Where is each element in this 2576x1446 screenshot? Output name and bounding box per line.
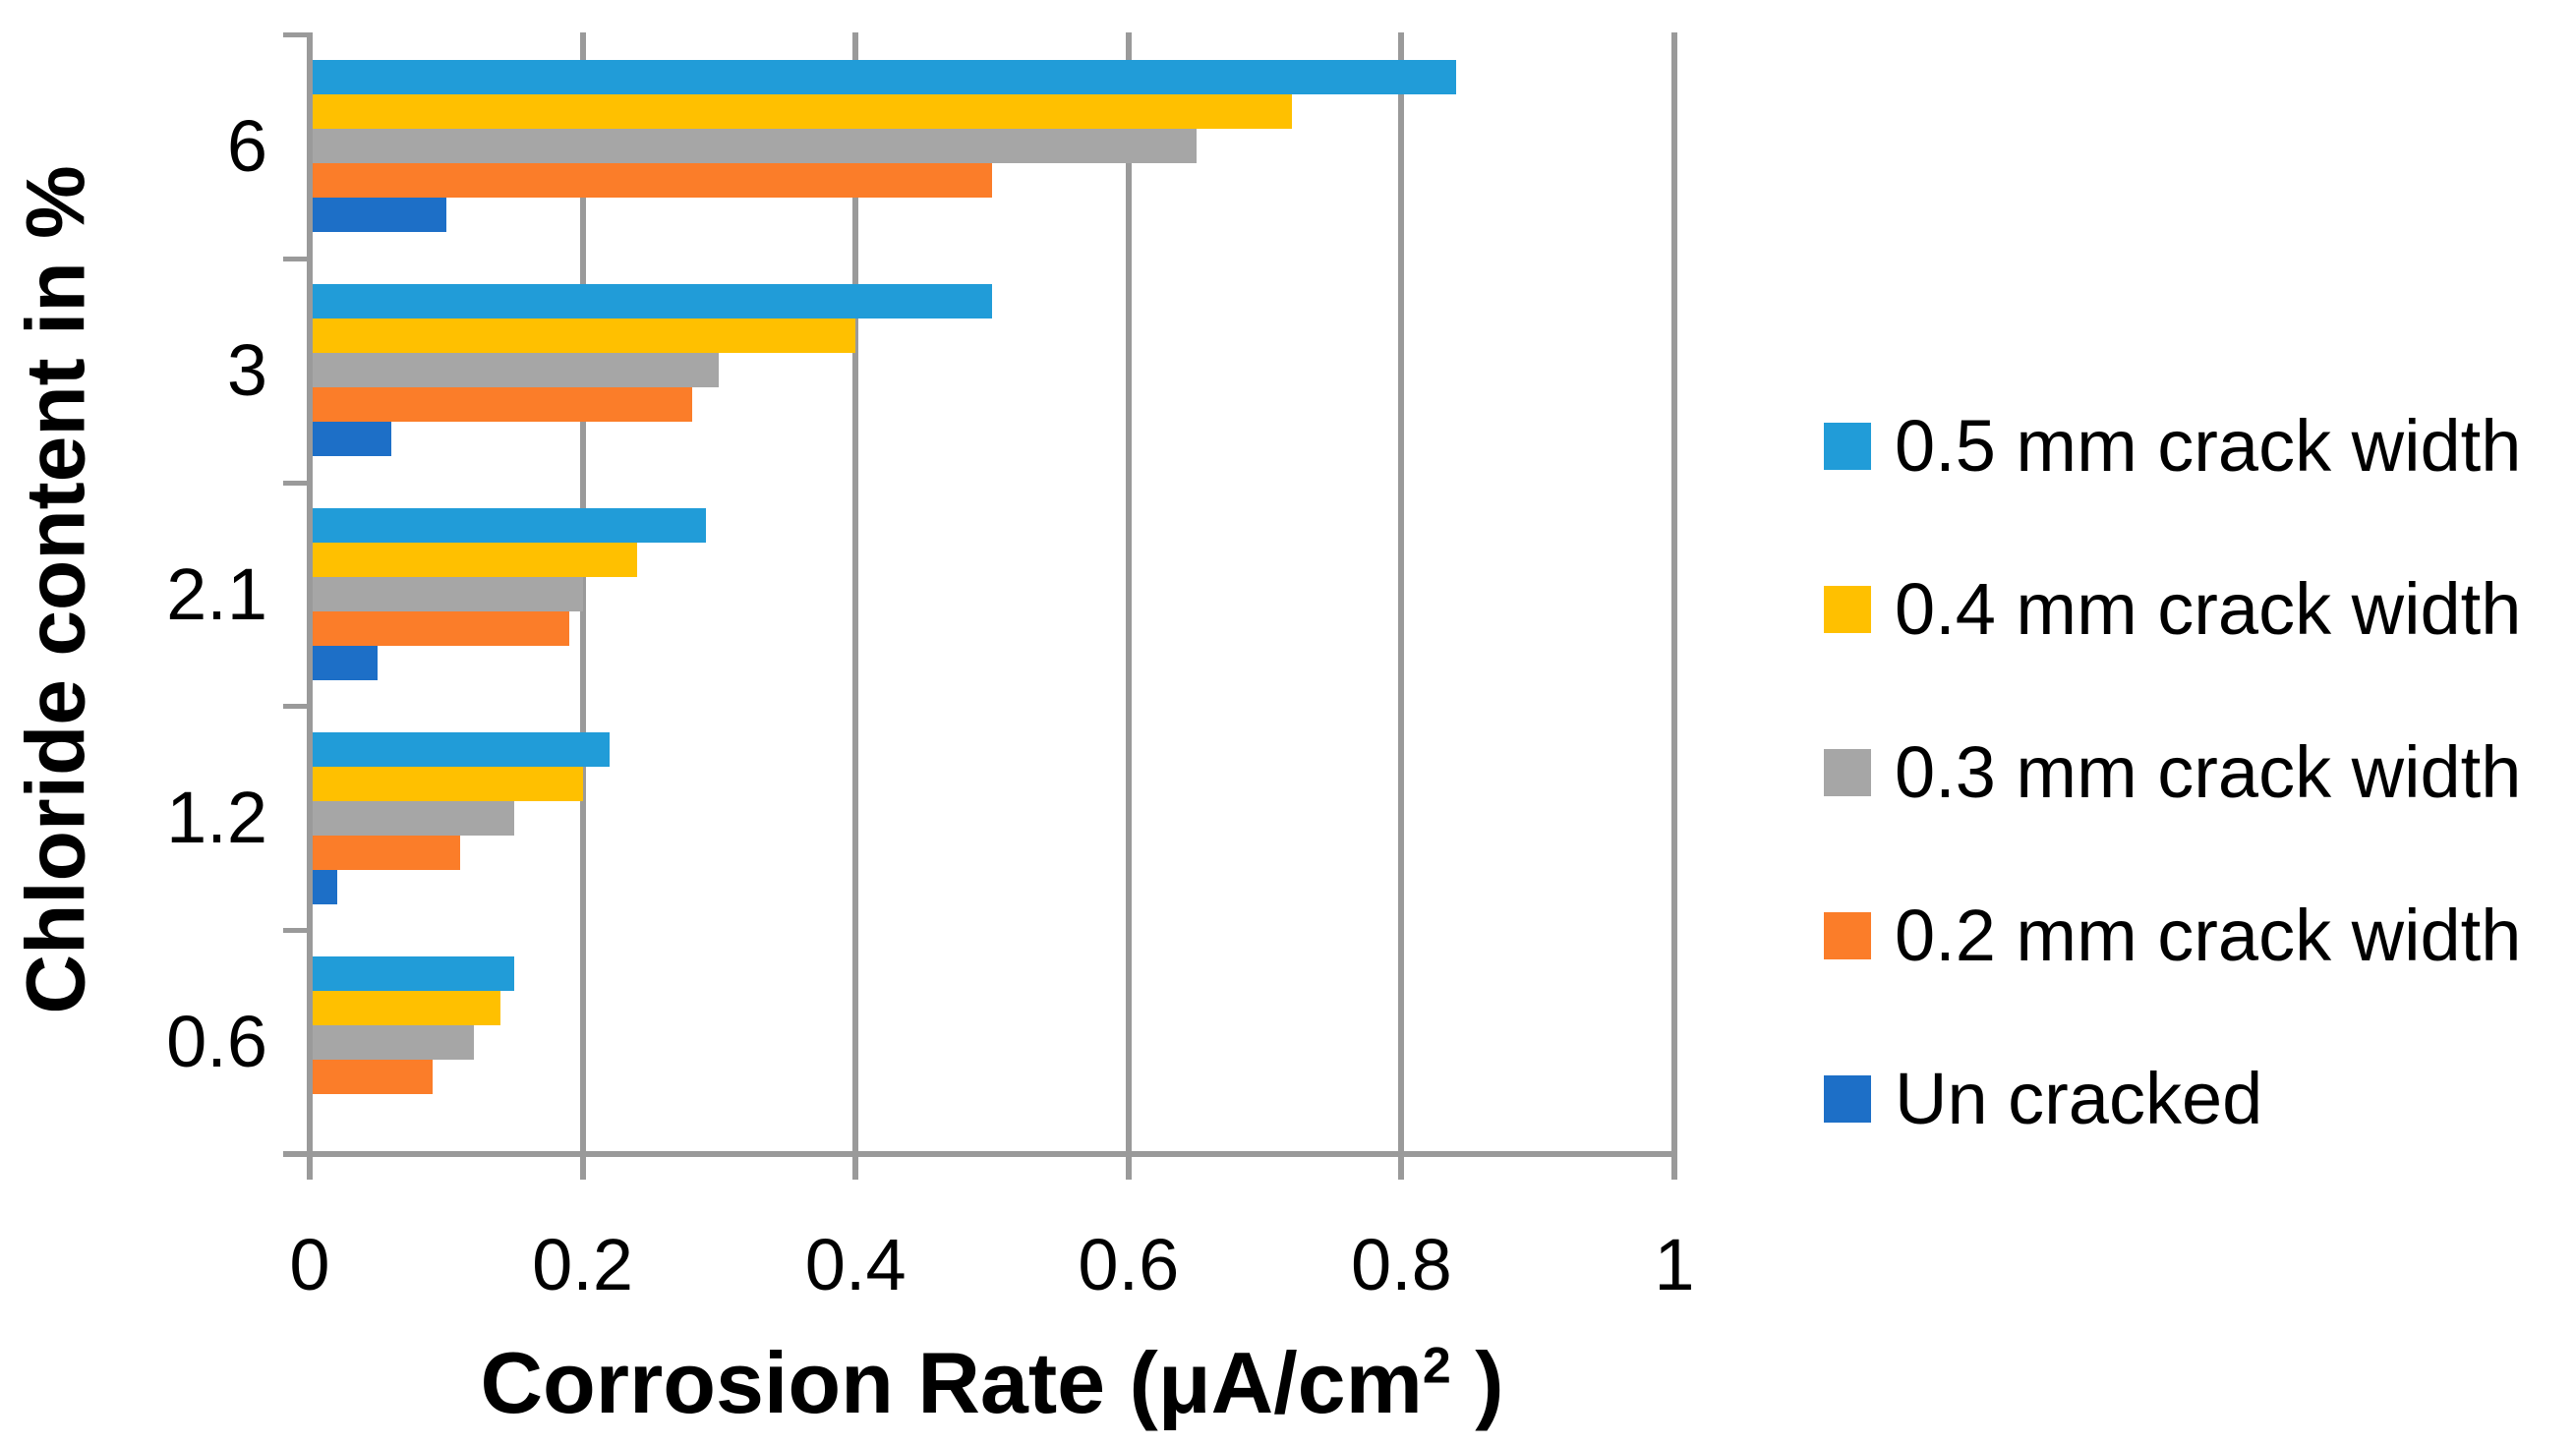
x-axis-title: Corrosion Rate (μA/cm2 ) <box>310 1329 1674 1437</box>
x-axis-title-main: Corrosion Rate (μA/cm <box>480 1334 1423 1431</box>
y-category-tick <box>283 480 310 486</box>
bar-un-cracked-cat-1.2 <box>310 869 337 904</box>
bar-0.5-mm-crack-width-cat-0.6 <box>310 955 515 991</box>
y-category-label-0.6: 0.6 <box>166 1001 267 1083</box>
legend-swatch-icon <box>1824 749 1871 796</box>
bar-0.3-mm-crack-width-cat-3 <box>310 353 720 388</box>
legend-item-0.4-mm-crack-width: 0.4 mm crack width <box>1824 568 2522 650</box>
legend-item-0.2-mm-crack-width: 0.2 mm crack width <box>1824 895 2522 976</box>
x-tick-label-0.2: 0.2 <box>532 1224 634 1305</box>
bar-un-cracked-cat-3 <box>310 422 392 457</box>
bar-0.4-mm-crack-width-cat-2.1 <box>310 543 638 577</box>
legend-swatch-icon <box>1824 423 1871 470</box>
x-axis-title-superscript: 2 <box>1422 1337 1451 1395</box>
bar-0.4-mm-crack-width-cat-1.2 <box>310 766 583 801</box>
y-category-label-2.1: 2.1 <box>166 552 267 635</box>
x-axis-line <box>283 1151 1674 1157</box>
gridline-x-0.4 <box>852 32 859 1180</box>
bar-0.4-mm-crack-width-cat-6 <box>310 94 1293 130</box>
bar-un-cracked-cat-6 <box>310 198 446 233</box>
bar-0.4-mm-crack-width-cat-0.6 <box>310 990 501 1025</box>
bar-0.5-mm-crack-width-cat-1.2 <box>310 731 611 767</box>
bar-0.4-mm-crack-width-cat-3 <box>310 318 856 354</box>
legend-label: 0.3 mm crack width <box>1895 731 2522 813</box>
bar-0.2-mm-crack-width-cat-2.1 <box>310 611 569 646</box>
x-tick-label-0.4: 0.4 <box>804 1224 907 1305</box>
x-tick-label-0: 0 <box>289 1224 330 1305</box>
gridline-x-0.2 <box>579 32 586 1180</box>
legend-label: 0.5 mm crack width <box>1895 405 2522 487</box>
y-category-tick <box>283 704 310 710</box>
bar-0.3-mm-crack-width-cat-6 <box>310 129 1198 164</box>
bar-un-cracked-cat-2.1 <box>310 646 379 680</box>
legend-label: 0.2 mm crack width <box>1895 895 2522 976</box>
y-category-label-1.2: 1.2 <box>166 777 267 859</box>
y-category-label-6: 6 <box>226 104 267 187</box>
bar-0.2-mm-crack-width-cat-3 <box>310 387 692 423</box>
bar-0.5-mm-crack-width-cat-6 <box>310 60 1456 95</box>
legend-swatch-icon <box>1824 1075 1871 1123</box>
legend-item-un-cracked: Un cracked <box>1824 1058 2263 1139</box>
bar-0.2-mm-crack-width-cat-0.6 <box>310 1059 433 1094</box>
bar-0.5-mm-crack-width-cat-3 <box>310 284 992 319</box>
bar-0.3-mm-crack-width-cat-0.6 <box>310 1024 474 1060</box>
legend-swatch-icon <box>1824 586 1871 633</box>
legend-item-0.5-mm-crack-width: 0.5 mm crack width <box>1824 405 2522 487</box>
y-category-tick <box>283 256 310 261</box>
x-tick-label-0.6: 0.6 <box>1078 1224 1180 1305</box>
bar-0.2-mm-crack-width-cat-6 <box>310 163 992 199</box>
legend-label: Un cracked <box>1895 1058 2263 1139</box>
legend-item-0.3-mm-crack-width: 0.3 mm crack width <box>1824 731 2522 813</box>
gridline-x-0.8 <box>1398 32 1405 1180</box>
x-tick-label-0.8: 0.8 <box>1350 1224 1452 1305</box>
legend-label: 0.4 mm crack width <box>1895 568 2522 650</box>
bar-0.3-mm-crack-width-cat-2.1 <box>310 577 583 611</box>
bar-0.3-mm-crack-width-cat-1.2 <box>310 800 515 836</box>
gridline-x-0.6 <box>1125 32 1132 1180</box>
y-category-tick <box>283 928 310 934</box>
bar-0.5-mm-crack-width-cat-2.1 <box>310 508 706 543</box>
x-axis-title-close: ) <box>1450 1334 1504 1431</box>
y-category-label-3: 3 <box>226 328 267 411</box>
bar-0.2-mm-crack-width-cat-1.2 <box>310 835 460 870</box>
legend-swatch-icon <box>1824 912 1871 959</box>
y-axis-line <box>307 32 313 1180</box>
gridline-x-1 <box>1671 32 1677 1180</box>
y-category-tick <box>283 32 310 37</box>
x-tick-label-1: 1 <box>1654 1224 1695 1305</box>
